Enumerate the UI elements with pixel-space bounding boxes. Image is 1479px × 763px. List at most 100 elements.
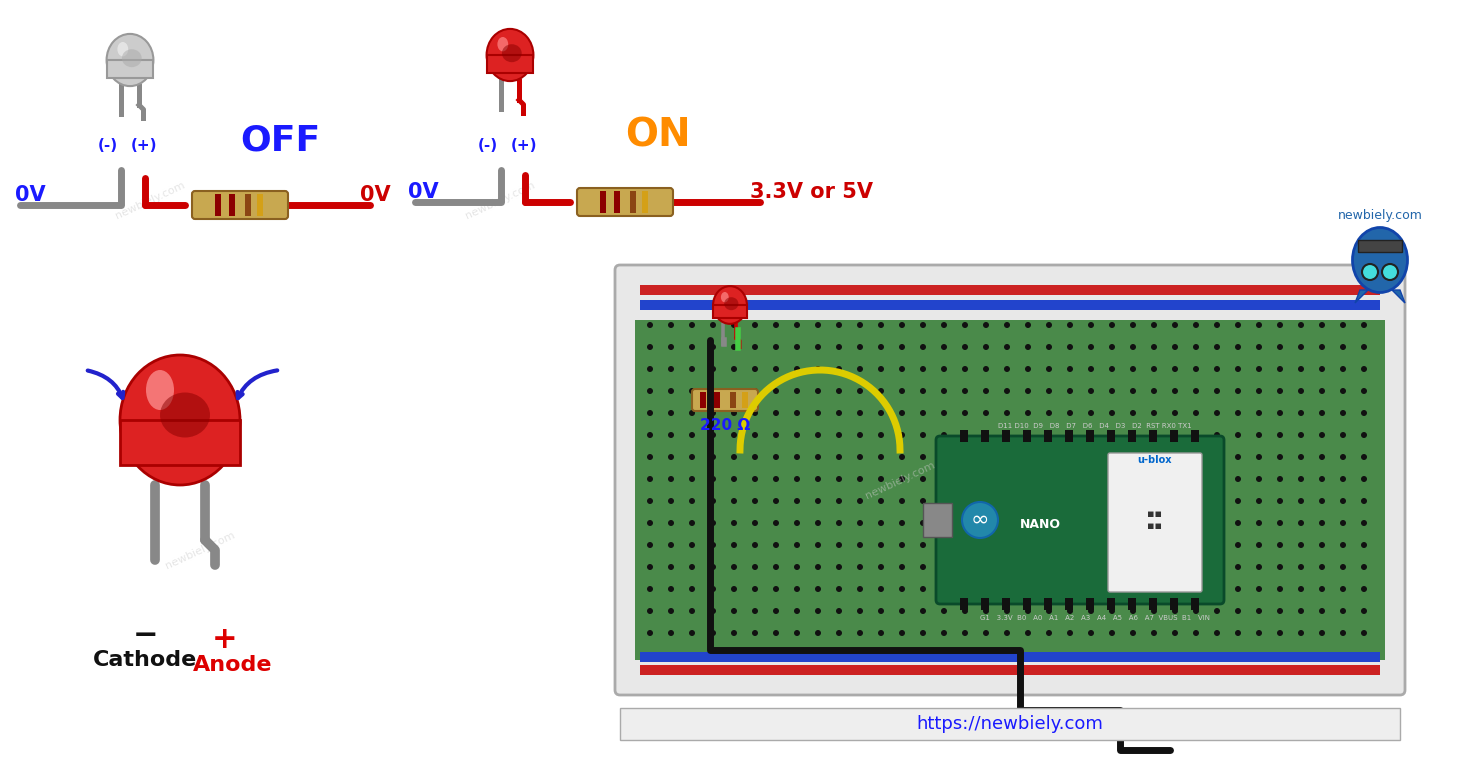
Circle shape (1299, 432, 1304, 438)
Bar (960, 598, 967, 610)
Circle shape (1151, 454, 1157, 460)
Circle shape (1214, 498, 1220, 504)
Circle shape (1319, 432, 1325, 438)
Circle shape (1276, 410, 1282, 416)
Circle shape (1362, 264, 1378, 280)
Circle shape (646, 476, 654, 482)
Circle shape (1361, 476, 1367, 482)
Circle shape (899, 388, 905, 394)
Circle shape (879, 476, 884, 482)
Circle shape (646, 366, 654, 372)
Circle shape (836, 410, 842, 416)
Circle shape (689, 564, 695, 570)
Circle shape (920, 542, 926, 548)
Circle shape (710, 542, 716, 548)
Circle shape (1319, 344, 1325, 350)
Circle shape (710, 476, 716, 482)
Circle shape (1109, 498, 1115, 504)
Bar (1065, 430, 1072, 442)
FancyBboxPatch shape (615, 265, 1405, 695)
Circle shape (1299, 608, 1304, 614)
Circle shape (961, 520, 967, 526)
Circle shape (794, 564, 800, 570)
Circle shape (1361, 454, 1367, 460)
Circle shape (1046, 608, 1052, 614)
Circle shape (920, 366, 926, 372)
Circle shape (710, 432, 716, 438)
Polygon shape (1392, 290, 1405, 303)
Circle shape (794, 410, 800, 416)
Circle shape (1130, 586, 1136, 592)
Circle shape (1066, 366, 1072, 372)
Circle shape (1361, 586, 1367, 592)
Circle shape (774, 476, 779, 482)
Circle shape (1235, 542, 1241, 548)
Circle shape (920, 608, 926, 614)
Circle shape (1319, 542, 1325, 548)
Circle shape (751, 498, 759, 504)
Circle shape (794, 344, 800, 350)
Circle shape (1256, 608, 1262, 614)
Circle shape (1046, 410, 1052, 416)
Circle shape (1235, 344, 1241, 350)
Circle shape (794, 476, 800, 482)
Circle shape (1256, 388, 1262, 394)
Circle shape (1066, 498, 1072, 504)
Circle shape (856, 476, 864, 482)
Circle shape (689, 476, 695, 482)
Circle shape (879, 410, 884, 416)
Circle shape (836, 476, 842, 482)
Circle shape (689, 608, 695, 614)
Circle shape (879, 432, 884, 438)
Circle shape (1066, 432, 1072, 438)
Circle shape (961, 564, 967, 570)
Circle shape (1004, 542, 1010, 548)
Circle shape (774, 498, 779, 504)
Circle shape (1109, 432, 1115, 438)
Circle shape (941, 520, 947, 526)
Circle shape (1340, 520, 1346, 526)
Circle shape (941, 608, 947, 614)
Circle shape (1171, 520, 1177, 526)
Circle shape (815, 432, 821, 438)
FancyBboxPatch shape (192, 191, 288, 219)
Circle shape (1025, 608, 1031, 614)
Circle shape (856, 498, 864, 504)
Circle shape (669, 432, 674, 438)
Circle shape (1130, 322, 1136, 328)
Circle shape (1025, 322, 1031, 328)
Circle shape (1256, 454, 1262, 460)
Bar (1106, 598, 1115, 610)
Circle shape (984, 564, 989, 570)
Circle shape (961, 502, 998, 538)
Circle shape (899, 608, 905, 614)
Circle shape (1319, 564, 1325, 570)
Circle shape (1299, 344, 1304, 350)
Circle shape (731, 498, 737, 504)
Text: (-): (-) (478, 137, 498, 153)
Circle shape (689, 520, 695, 526)
Bar (1023, 430, 1031, 442)
Bar (630, 191, 636, 213)
Circle shape (689, 410, 695, 416)
Circle shape (731, 630, 737, 636)
Circle shape (751, 564, 759, 570)
Circle shape (1276, 476, 1282, 482)
Circle shape (1319, 586, 1325, 592)
Circle shape (1276, 432, 1282, 438)
Circle shape (1109, 542, 1115, 548)
Circle shape (669, 498, 674, 504)
Circle shape (920, 630, 926, 636)
Circle shape (731, 454, 737, 460)
Bar (981, 430, 989, 442)
Bar (1149, 598, 1157, 610)
Circle shape (1319, 498, 1325, 504)
Circle shape (1025, 564, 1031, 570)
Circle shape (1171, 542, 1177, 548)
Bar (1086, 598, 1094, 610)
Bar (640, 285, 1380, 295)
Circle shape (689, 630, 695, 636)
Circle shape (1256, 366, 1262, 372)
Circle shape (1089, 542, 1094, 548)
Polygon shape (1355, 290, 1368, 303)
